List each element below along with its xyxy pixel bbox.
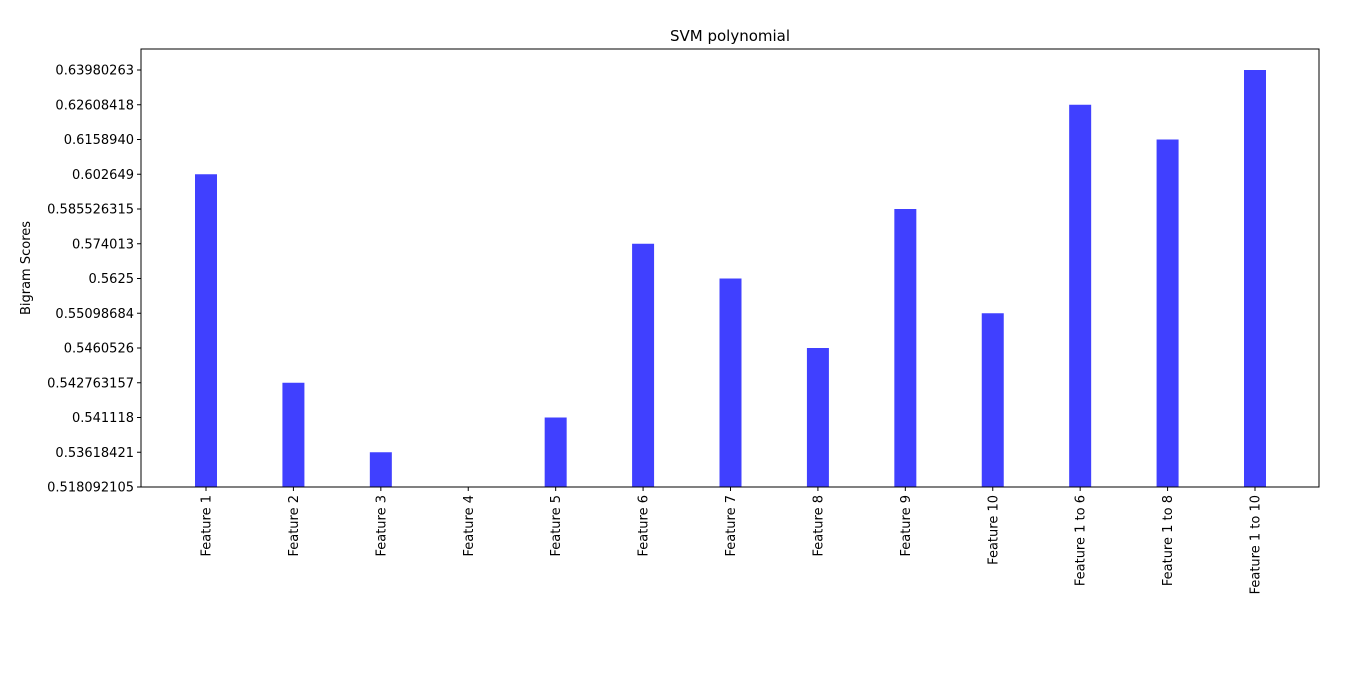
y-tick-label: 0.5625 xyxy=(89,272,135,287)
y-axis-label: Bigram Scores xyxy=(19,221,34,315)
y-tick-label: 0.574013 xyxy=(72,237,134,252)
x-tick-label: Feature 7 xyxy=(724,495,739,557)
bar xyxy=(806,348,829,487)
x-tick-label: Feature 1 to 6 xyxy=(1074,495,1089,586)
bar xyxy=(632,243,655,487)
y-tick-label: 0.6158940 xyxy=(64,133,134,148)
x-tick-label: Feature 3 xyxy=(374,495,389,557)
bar xyxy=(1069,104,1092,487)
bar xyxy=(195,174,217,487)
y-tick-label: 0.542763157 xyxy=(47,376,134,391)
x-tick-label: Feature 1 to 8 xyxy=(1161,495,1176,586)
x-axis-ticks: Feature 1 Feature 2 Feature 3 Feature 4 Feat… xyxy=(200,487,1264,594)
bar xyxy=(369,452,392,487)
chart-title: SVM polynomial xyxy=(670,27,790,45)
x-tick-label: Feature 8 xyxy=(811,495,826,557)
x-tick-label: Feature 1 xyxy=(200,495,215,557)
bar xyxy=(894,209,917,487)
x-tick-label: Feature 1 to 10 xyxy=(1249,495,1264,594)
y-tick-label: 0.602649 xyxy=(72,168,134,183)
y-tick-label: 0.53618421 xyxy=(55,446,134,461)
bar xyxy=(544,417,567,487)
bar xyxy=(719,278,742,487)
bar xyxy=(981,313,1004,487)
y-tick-label: 0.5460526 xyxy=(64,342,134,357)
bars-group xyxy=(195,70,1266,487)
x-tick-label: Feature 9 xyxy=(899,495,914,557)
bar xyxy=(282,382,305,487)
y-tick-label: 0.63980263 xyxy=(55,64,134,79)
y-tick-label: 0.518092105 xyxy=(47,481,134,496)
bar xyxy=(1156,139,1179,487)
y-axis-ticks: 0.518092105 0.53618421 0.541118 0.542763157… xyxy=(47,64,141,496)
y-tick-label: 0.585526315 xyxy=(47,203,134,218)
x-tick-label: Feature 6 xyxy=(637,495,652,557)
x-tick-label: Feature 4 xyxy=(462,495,477,557)
y-tick-label: 0.62608418 xyxy=(55,98,134,113)
bar xyxy=(1244,70,1266,487)
y-tick-label: 0.55098684 xyxy=(55,307,134,322)
x-tick-label: Feature 5 xyxy=(549,495,564,557)
x-tick-label: Feature 2 xyxy=(287,495,302,557)
x-tick-label: Feature 10 xyxy=(986,495,1001,565)
plot-area-frame xyxy=(140,48,1320,488)
y-tick-label: 0.541118 xyxy=(72,411,134,426)
